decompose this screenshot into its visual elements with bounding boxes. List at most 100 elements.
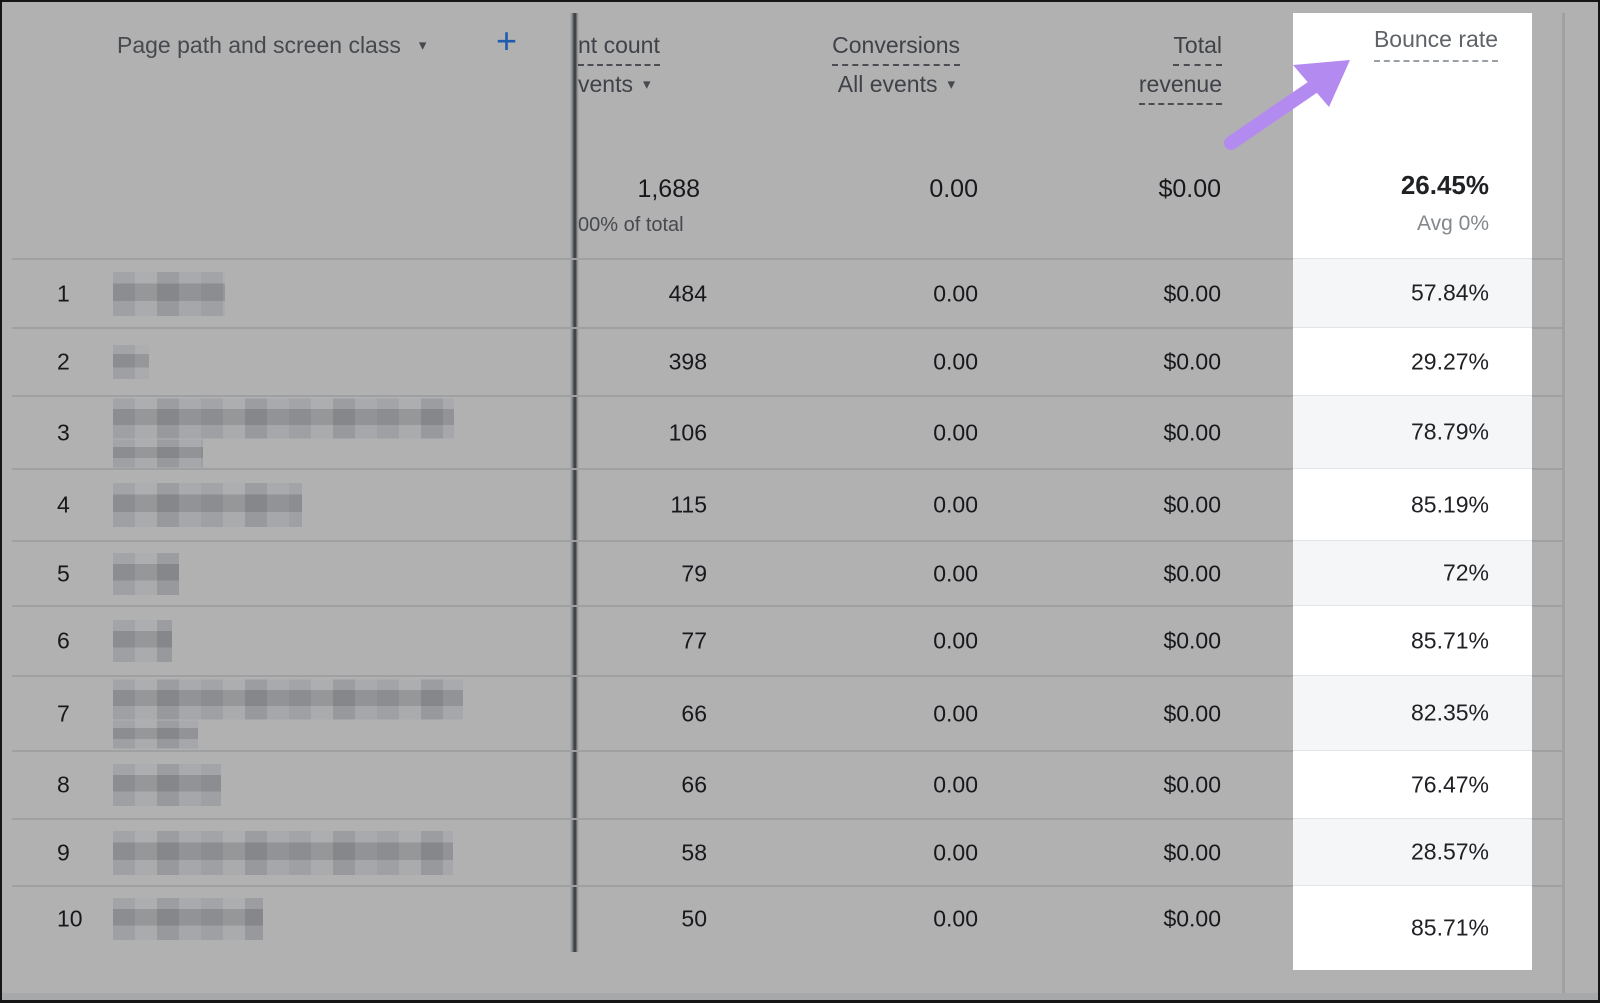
row-index: 6 [57, 627, 70, 654]
table-row: 8 66 0.00 $0.00 [12, 750, 1565, 818]
row-index: 3 [57, 419, 70, 445]
conversions-value: 0.00 [933, 491, 978, 518]
row-index: 2 [57, 348, 70, 375]
row-index: 7 [57, 700, 70, 726]
event-count-filter-dropdown[interactable]: vents ▾ [578, 71, 651, 97]
redacted-text-block [113, 830, 453, 875]
redacted-text-block [113, 398, 454, 438]
revenue-value: $0.00 [1163, 771, 1221, 798]
conversions-value: 0.00 [933, 419, 978, 445]
bounce-rate-cell: 78.79% [1293, 395, 1532, 468]
row-index: 4 [57, 491, 70, 518]
revenue-value: $0.00 [1163, 627, 1221, 654]
redacted-text-block [113, 897, 263, 940]
totals-event-count: 1,688 [637, 175, 700, 203]
column-header-total-revenue[interactable]: Total [1102, 32, 1222, 66]
conversions-value: 0.00 [933, 627, 978, 654]
redacted-text-block [113, 552, 179, 595]
event-count-value: 115 [670, 491, 707, 518]
redacted-text-block [113, 679, 463, 719]
redacted-text-block [113, 483, 302, 527]
bounce-rate-value: 57.84% [1410, 279, 1489, 306]
page-path-redacted [113, 398, 454, 467]
bounce-rate-cell: 85.71% [1293, 885, 1532, 970]
conversions-value: 0.00 [933, 839, 978, 865]
add-dimension-button[interactable]: + [496, 20, 518, 61]
bounce-rate-cell: 82.35% [1293, 675, 1532, 750]
event-count-value: 66 [681, 771, 707, 798]
bounce-rate-value: 29.27% [1410, 348, 1489, 374]
conversions-value: 0.00 [933, 905, 978, 931]
conversions-value: 0.00 [933, 560, 978, 586]
totals-event-count-share: 00% of total [578, 214, 684, 236]
revenue-value: $0.00 [1163, 905, 1221, 931]
conversions-value: 0.00 [933, 280, 978, 306]
bounce-rate-cell: 29.27% [1293, 327, 1532, 395]
column-header-total-revenue-line2[interactable]: revenue [1102, 71, 1222, 105]
page-path-redacted [113, 271, 225, 316]
column-header-conversions[interactable]: Conversions [790, 32, 960, 66]
column-header-event-count[interactable]: nt count [578, 32, 675, 66]
revenue-value: $0.00 [1163, 280, 1221, 306]
row-index: 5 [57, 560, 70, 586]
page-path-redacted [113, 764, 221, 806]
bounce-rate-cell: 72% [1293, 540, 1532, 605]
table-row: 1 484 0.00 $0.00 [12, 258, 1565, 327]
chevron-down-icon: ▾ [418, 37, 427, 54]
totals-bounce-rate-avg: Avg 0% [1417, 212, 1489, 235]
bounce-rate-value: 28.57% [1410, 838, 1489, 865]
table-row: 3 106 0.00 $0.00 [12, 395, 1565, 468]
bounce-rate-cell: 57.84% [1293, 258, 1532, 327]
event-count-value: 77 [681, 627, 707, 654]
conversions-filter-dropdown[interactable]: All events ▾ [837, 71, 955, 97]
column-header-bounce-rate[interactable]: Bounce rate [1373, 26, 1498, 62]
table-row: 6 77 0.00 $0.00 [12, 605, 1565, 675]
bounce-rate-value: 85.19% [1410, 491, 1489, 517]
bounce-rate-column-highlight: Bounce rate 26.45% Avg 0% 57.84% 29.27% … [1293, 13, 1532, 970]
redacted-text-block [113, 764, 221, 806]
table-row: 5 79 0.00 $0.00 [12, 540, 1565, 605]
table-row: 10 50 0.00 $0.00 [12, 885, 1565, 950]
bounce-rate-value: 72% [1442, 559, 1489, 586]
bounce-rate-cell: 76.47% [1293, 750, 1532, 818]
bounce-rate-value: 82.35% [1410, 699, 1489, 726]
page-path-redacted [113, 830, 453, 875]
table-right-edge-line [1562, 13, 1565, 993]
revenue-value: $0.00 [1163, 491, 1221, 518]
event-count-value: 66 [681, 700, 707, 726]
table-row: 4 115 0.00 $0.00 [12, 468, 1565, 540]
conversions-value: 0.00 [933, 700, 978, 726]
bounce-rate-value: 85.71% [1410, 627, 1489, 653]
table-row: 2 398 0.00 $0.00 [12, 327, 1565, 395]
redacted-text-block [113, 345, 149, 379]
row-index: 10 [57, 905, 83, 931]
conversions-value: 0.00 [933, 771, 978, 798]
redacted-text-block [113, 271, 225, 316]
report-table-rows: 1 484 0.00 $0.00 2 398 0.00 $0.00 3 106 … [12, 258, 1565, 950]
event-count-value: 398 [668, 348, 707, 375]
revenue-value: $0.00 [1163, 560, 1221, 586]
revenue-value: $0.00 [1163, 700, 1221, 726]
event-count-value: 58 [681, 839, 707, 865]
table-row: 9 58 0.00 $0.00 [12, 818, 1565, 885]
dimension-header-dropdown[interactable]: Page path and screen class ▾ [117, 32, 426, 59]
totals-bounce-rate: 26.45% [1400, 170, 1489, 200]
chevron-down-icon: ▾ [642, 76, 651, 93]
event-count-value: 50 [681, 905, 707, 931]
bounce-rate-value: 85.71% [1410, 914, 1489, 941]
bounce-rate-cell: 85.71% [1293, 605, 1532, 675]
event-count-value: 106 [668, 419, 707, 445]
event-count-value: 79 [681, 560, 707, 586]
row-index: 1 [57, 280, 70, 306]
bounce-rate-cell: 85.19% [1293, 468, 1532, 540]
totals-conversions: 0.00 [929, 175, 978, 203]
redacted-text-block [113, 620, 172, 662]
revenue-value: $0.00 [1163, 839, 1221, 865]
redacted-text-block [113, 720, 198, 748]
bottom-scroll-track [2, 993, 1598, 1001]
page-path-redacted [113, 552, 179, 595]
page-path-redacted [113, 483, 302, 527]
page-path-redacted [113, 345, 149, 379]
bounce-rate-value: 76.47% [1410, 771, 1489, 797]
